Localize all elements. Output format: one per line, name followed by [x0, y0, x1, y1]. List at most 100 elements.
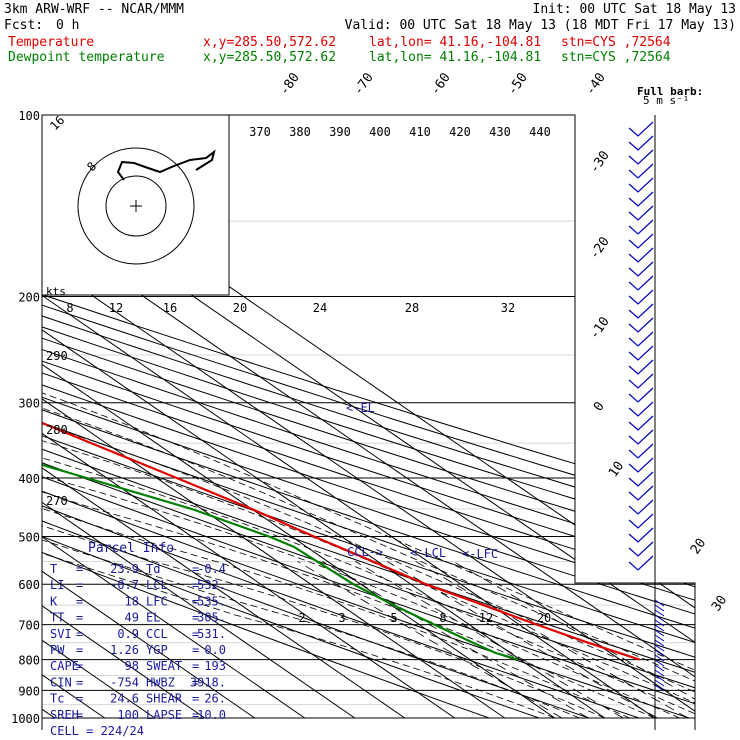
wind-barb	[628, 443, 654, 459]
wind-barb	[628, 513, 654, 529]
temp-axis-tick--50: -50	[505, 70, 531, 98]
dry-adiabat	[42, 115, 695, 719]
parcel-eq: =	[76, 594, 83, 608]
temp-axis-tick--10: -10	[587, 314, 613, 342]
wind-barb	[628, 457, 654, 473]
temperature-xy: x,y=285.50,572.62	[203, 35, 337, 50]
parcel-val-t: 23.9	[110, 562, 139, 576]
dry-adiabat-label-270: 270	[46, 494, 68, 508]
parcel-val-tt: 49	[125, 611, 139, 625]
theta-label-370: 370	[249, 125, 271, 139]
wind-barb	[654, 649, 665, 657]
parcel-eq: =	[76, 578, 83, 592]
dry-adiabat	[42, 115, 540, 719]
parcel-key-cape: CAPE	[50, 659, 79, 673]
wind-barb	[654, 604, 665, 612]
mixing-ratio-upper-16: 16	[163, 301, 177, 315]
full-barb-unit: 5 m s⁻¹	[643, 94, 689, 107]
wind-barb	[628, 261, 654, 277]
mixing-ratio-lower-8: 8	[439, 611, 446, 625]
moist-adiabat	[42, 296, 655, 719]
dry-adiabat	[42, 115, 695, 719]
parcel-eq: =	[192, 692, 199, 706]
dry-adiabat	[42, 115, 695, 719]
parcel-eq: =	[76, 611, 83, 625]
hodograph-ring-outer	[77, 147, 195, 265]
temperature-legend: Temperature	[8, 35, 95, 50]
parcel-eq: =	[192, 627, 199, 641]
wind-barb	[628, 303, 654, 319]
parcel-val-el: 305.	[197, 611, 226, 625]
theta-label-410: 410	[409, 125, 431, 139]
temp-axis-tick--20: -20	[587, 234, 613, 262]
parcel-eq: =	[76, 708, 83, 722]
parcel-val-k: 18	[125, 594, 139, 608]
parcel-val-lfc: 535.	[197, 594, 226, 608]
parcel-key-lcl: LCL	[146, 578, 168, 592]
dewpoint-profile	[42, 115, 519, 661]
parcel-key-shear: SHEAR	[146, 692, 183, 706]
wind-barb	[654, 609, 665, 617]
parcel-eq: =	[192, 708, 199, 722]
pressure-tick-800: 800	[18, 654, 40, 668]
parcel-key-hwbz: HWBZ	[146, 675, 175, 689]
parcel-eq: =	[192, 643, 199, 657]
parcel-val-svi: 0.9	[117, 627, 139, 641]
parcel-val-li: -0.7	[110, 578, 139, 592]
dewpoint-latlon: lat,lon= 41.16,-104.81	[369, 50, 542, 65]
plot-frame	[42, 114, 696, 730]
wind-barb	[628, 205, 654, 221]
wind-barb	[628, 233, 654, 249]
parcel-key-pw: PW	[50, 643, 65, 657]
temperature-station: stn=CYS ,72564	[561, 35, 671, 50]
wind-barb	[654, 664, 665, 672]
parcel-eq: =	[192, 594, 199, 608]
parcel-key-ygp: YGP	[146, 643, 168, 657]
parcel-key-lapse: LAPSE	[146, 708, 182, 722]
parcel-cell: CELL = 224/24	[50, 724, 144, 738]
parcel-val-lapse: 10.0	[197, 708, 226, 722]
mixing-ratio-upper-8: 8	[66, 301, 73, 315]
forecast-hour: 0 h	[56, 18, 80, 33]
parcel-eq: =	[192, 578, 199, 592]
parcel-val-ccl: 531.	[197, 627, 226, 641]
wind-barb	[654, 619, 665, 627]
pressure-tick-900: 900	[18, 684, 40, 698]
dry-adiabat	[42, 115, 695, 719]
wind-barb	[628, 219, 654, 235]
moist-adiabat	[42, 296, 695, 719]
dry-adiabat	[42, 115, 590, 719]
wind-barb	[628, 317, 654, 333]
wind-barb	[628, 121, 654, 137]
wind-barb	[628, 555, 654, 571]
isotherm	[42, 115, 506, 719]
parcel-key-tc: Tc	[50, 692, 64, 706]
mixing-ratio-upper-20: 20	[233, 301, 247, 315]
wind-barb	[654, 679, 665, 687]
mixing-ratio-lower-12: 12	[479, 611, 493, 625]
dry-adiabat	[42, 115, 695, 719]
parcel-key-el: EL	[146, 611, 160, 625]
wind-barb	[654, 684, 665, 692]
moist-adiabat	[42, 296, 680, 719]
mixing-ratio-line	[322, 561, 589, 719]
mixing-ratio-upper-28: 28	[405, 301, 419, 315]
wind-barb	[628, 275, 654, 291]
dry-adiabat	[42, 115, 695, 719]
moist-adiabat	[42, 296, 605, 719]
dry-adiabat	[42, 115, 695, 719]
dry-adiabat	[42, 115, 695, 719]
wind-barb	[628, 387, 654, 403]
wind-barb	[628, 191, 654, 207]
pressure-tick-200: 200	[18, 291, 40, 305]
parcel-val-td: -0.4	[197, 562, 226, 576]
wind-barb	[628, 527, 654, 543]
valid-time: Valid: 00 UTC Sat 18 May 13 (18 MDT Fri …	[344, 18, 736, 33]
temp-axis-tick-20: 20	[688, 536, 709, 557]
dewpoint-xy: x,y=285.50,572.62	[203, 50, 337, 65]
parcel-eq: =	[76, 692, 83, 706]
wind-barb	[628, 415, 654, 431]
model-title: 3km ARW-WRF -- NCAR/MMM	[4, 2, 185, 17]
theta-label-390: 390	[329, 125, 351, 139]
mixing-ratio-line	[355, 561, 624, 719]
